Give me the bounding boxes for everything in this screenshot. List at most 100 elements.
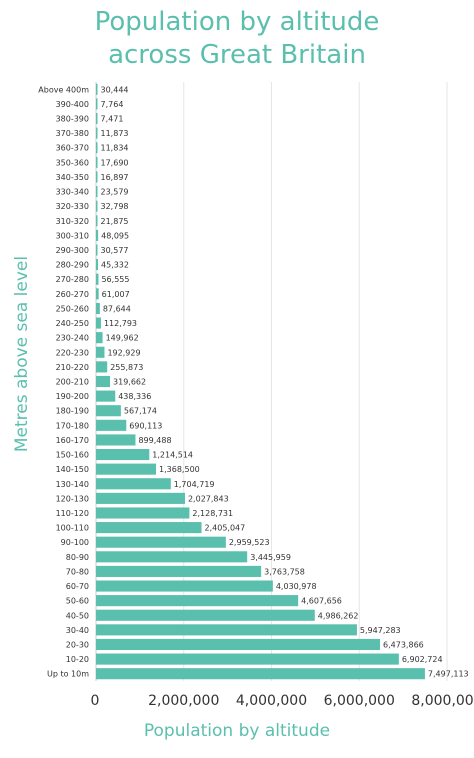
y-tick-label: 20-30 <box>66 640 89 649</box>
y-tick-label: 50-60 <box>66 597 89 606</box>
bar-value-label: 32,798 <box>101 202 129 211</box>
y-tick-label: 110-120 <box>56 509 89 518</box>
bar <box>96 653 399 665</box>
bar <box>96 463 157 475</box>
y-tick-label: 370-380 <box>56 129 89 138</box>
y-tick-label: 60-70 <box>66 582 89 591</box>
bar-value-label: 45,332 <box>101 261 129 270</box>
y-tick-label: 230-240 <box>56 334 89 343</box>
bar <box>96 83 98 95</box>
y-tick-label: 240-250 <box>56 319 89 328</box>
bar-value-label: 4,986,262 <box>318 611 359 620</box>
bar <box>96 580 273 592</box>
y-tick-label: 320-330 <box>56 202 89 211</box>
bar-value-label: 11,834 <box>101 144 129 153</box>
bar-value-label: 11,873 <box>101 129 129 138</box>
bar-value-label: 690,113 <box>129 421 162 430</box>
bar <box>96 390 116 402</box>
x-tick-label: 8,000,000 <box>411 693 474 709</box>
y-tick-label: 170-180 <box>56 421 89 430</box>
bar <box>96 127 98 139</box>
y-tick-label: 270-280 <box>56 275 89 284</box>
bar <box>96 419 127 431</box>
y-tick-label: 360-370 <box>56 144 89 153</box>
bar-value-label: 30,577 <box>101 246 129 255</box>
bar-value-label: 3,445,959 <box>250 553 291 562</box>
y-tick-label: 120-130 <box>56 494 89 503</box>
bar <box>96 186 98 198</box>
y-axis-label: Metres above sea level <box>12 255 32 453</box>
bar-value-label: 48,095 <box>101 231 129 240</box>
bar-value-label: 567,174 <box>124 407 157 416</box>
y-tick-label: 10-20 <box>66 655 89 664</box>
bar <box>96 668 425 680</box>
y-tick-label: 40-50 <box>66 611 89 620</box>
bar <box>96 609 315 621</box>
bar-value-label: 1,704,719 <box>174 480 215 489</box>
y-tick-label: 380-390 <box>56 115 89 124</box>
bar-value-label: 4,607,656 <box>301 597 342 606</box>
y-tick-label: 70-80 <box>66 567 89 576</box>
bar-value-label: 7,497,113 <box>428 670 469 679</box>
bar-value-label: 192,929 <box>107 348 140 357</box>
bar <box>96 507 190 519</box>
y-tick-label: 310-320 <box>56 217 89 226</box>
x-tick-label: 6,000,000 <box>324 693 395 709</box>
bar <box>96 288 99 300</box>
y-tick-label: 350-360 <box>56 158 89 167</box>
bar-value-label: 87,644 <box>103 304 131 313</box>
bar-value-label: 1,368,500 <box>159 465 200 474</box>
bar-value-label: 4,030,978 <box>276 582 317 591</box>
bar-value-label: 2,128,731 <box>192 509 233 518</box>
y-tick-label: 180-190 <box>56 407 89 416</box>
bar <box>96 375 111 388</box>
y-tick-label: 260-270 <box>56 290 89 299</box>
bar <box>96 142 98 154</box>
x-tick-label: 0 <box>91 693 100 709</box>
y-tick-label: 100-110 <box>56 524 89 533</box>
bar <box>96 273 99 285</box>
bar-value-label: 17,690 <box>101 158 129 167</box>
bar-value-label: 21,875 <box>101 217 129 226</box>
bar-value-label: 5,947,283 <box>360 626 401 635</box>
bar <box>96 434 136 446</box>
y-tick-label: 290-300 <box>56 246 89 255</box>
bar <box>96 595 299 607</box>
bar-value-label: 2,405,047 <box>205 524 246 533</box>
bar-value-label: 7,764 <box>101 100 124 109</box>
y-tick-label: 80-90 <box>66 553 89 562</box>
y-tick-label: 220-230 <box>56 348 89 357</box>
y-tick-label: 340-350 <box>56 173 89 182</box>
bar-value-label: 6,473,866 <box>383 640 424 649</box>
bar-value-label: 255,873 <box>110 363 143 372</box>
bar-value-label: 3,763,758 <box>264 567 305 576</box>
bar <box>96 244 98 256</box>
y-tick-label: Above 400m <box>38 85 89 94</box>
bar-value-label: 438,336 <box>118 392 151 401</box>
bar-value-label: 6,902,724 <box>402 655 443 664</box>
bar <box>96 361 108 373</box>
bar-value-label: 2,959,523 <box>229 538 270 547</box>
bar <box>96 156 98 168</box>
x-tick-label: 2,000,000 <box>148 693 219 709</box>
y-tick-label: 300-310 <box>56 231 89 240</box>
bar <box>96 448 150 461</box>
y-tick-label: 150-160 <box>56 451 89 460</box>
bar <box>96 478 171 490</box>
bar <box>96 171 98 183</box>
bar-value-label: 7,471 <box>101 115 124 124</box>
y-tick-label: 160-170 <box>56 436 89 445</box>
y-tick-label: 280-290 <box>56 261 89 270</box>
bar <box>96 638 381 651</box>
bar-value-label: 56,555 <box>101 275 129 284</box>
bar <box>96 522 202 534</box>
bar <box>96 98 98 110</box>
bar <box>96 302 100 315</box>
bar-value-label: 61,007 <box>102 290 130 299</box>
y-tick-label: 190-200 <box>56 392 89 401</box>
y-tick-label: 210-220 <box>56 363 89 372</box>
y-tick-label: Up to 10m <box>47 670 89 679</box>
bar <box>96 317 101 329</box>
bar <box>96 332 103 344</box>
